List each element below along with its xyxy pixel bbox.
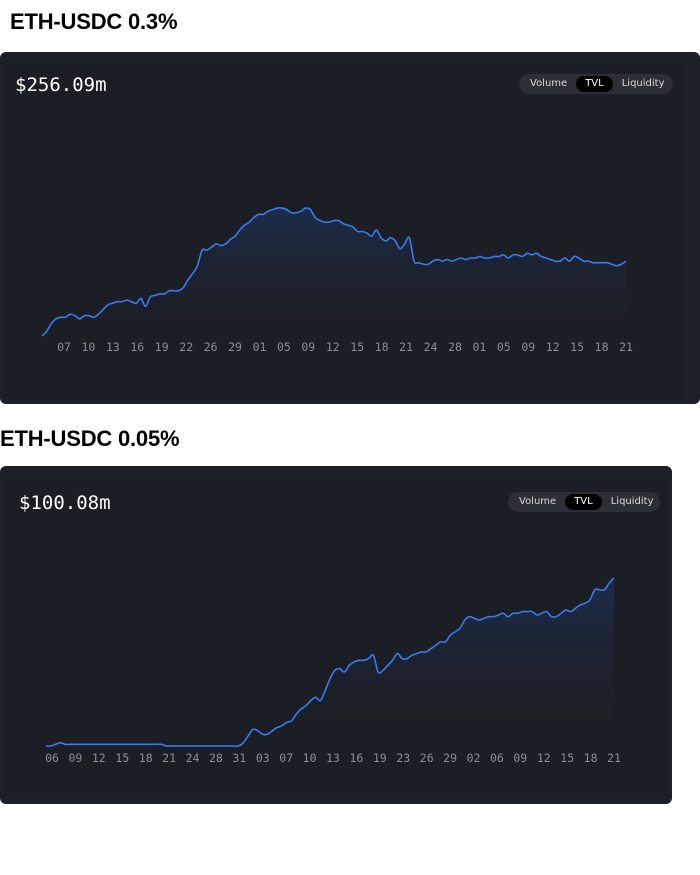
toggle-tvl-1[interactable]: TVL <box>565 494 602 510</box>
tvl-chart-panel-0: $256.09m Volume TVL Liquidity 07 10 13 16 19… <box>0 52 700 404</box>
x-tick-label: 16 <box>130 340 144 354</box>
x-tick-label: 05 <box>277 340 291 354</box>
tvl-series-line <box>41 207 627 337</box>
x-tick-label: 18 <box>595 340 609 354</box>
x-tick-label: 21 <box>162 751 176 765</box>
x-tick-label: 01 <box>472 340 486 354</box>
x-tick-label: 21 <box>619 340 633 354</box>
x-tick-label: 01 <box>253 340 267 354</box>
x-tick-label: 03 <box>256 751 270 765</box>
x-tick-label: 24 <box>186 751 200 765</box>
x-tick-label: 29 <box>228 340 242 354</box>
toggle-volume-1[interactable]: Volume <box>519 496 557 507</box>
tvl-area-fill <box>42 207 626 336</box>
tvl-area-chart-1: 06 09 12 15 18 21 24 28 31 03 07 10 13 16 19 23 26 29 02 06… <box>45 577 621 765</box>
x-tick-label: 06 <box>490 751 504 765</box>
x-tick-label: 12 <box>326 340 340 354</box>
x-tick-label: 18 <box>584 751 598 765</box>
x-tick-label: 16 <box>349 751 363 765</box>
x-tick-label: 07 <box>57 340 71 354</box>
toggle-liquidity-1[interactable]: Liquidity <box>610 496 654 507</box>
x-tick-label: 21 <box>607 751 621 765</box>
x-tick-label: 19 <box>155 340 169 354</box>
x-tick-label: 07 <box>279 751 293 765</box>
x-tick-label: 23 <box>396 751 410 765</box>
x-tick-label: 10 <box>81 340 95 354</box>
tvl-area-fill <box>46 578 614 747</box>
x-tick-label: 26 <box>420 751 434 765</box>
chart-mode-toggle-1: Volume TVL Liquidity <box>508 492 660 512</box>
x-tick-label: 18 <box>139 751 153 765</box>
x-tick-label: 22 <box>179 340 193 354</box>
x-tick-label: 28 <box>209 751 223 765</box>
tvl-value-1: $100.08m <box>19 492 111 514</box>
x-tick-label: 28 <box>448 340 462 354</box>
toggle-liquidity-0[interactable]: Liquidity <box>621 78 665 89</box>
x-tick-label: 05 <box>497 340 511 354</box>
x-tick-label: 06 <box>45 751 59 765</box>
x-tick-label: 31 <box>232 751 246 765</box>
x-tick-label: 09 <box>513 751 527 765</box>
x-tick-label: 18 <box>375 340 389 354</box>
pool-title-1: ETH-USDC 0.05% <box>0 426 180 451</box>
x-tick-label: 19 <box>373 751 387 765</box>
x-tick-label: 15 <box>560 751 574 765</box>
x-tick-label: 21 <box>399 340 413 354</box>
tvl-series-line <box>45 577 615 748</box>
x-tick-label: 24 <box>424 340 438 354</box>
x-tick-label: 26 <box>204 340 218 354</box>
x-tick-label: 02 <box>467 751 481 765</box>
tvl-area-chart-0: 07 10 13 16 19 22 26 29 01 05 09 12 15 18 21 24 28 01 05 09… <box>41 207 633 354</box>
chart-mode-toggle-0: Volume TVL Liquidity <box>519 74 673 94</box>
x-tick-label: 15 <box>570 340 584 354</box>
toggle-tvl-0[interactable]: TVL <box>576 76 613 92</box>
x-tick-label: 12 <box>546 340 560 354</box>
x-tick-label: 12 <box>92 751 106 765</box>
x-tick-label: 09 <box>301 340 315 354</box>
x-tick-label: 12 <box>537 751 551 765</box>
pool-title-0: ETH-USDC 0.3% <box>10 9 178 34</box>
tvl-value-0: $256.09m <box>15 74 107 96</box>
x-tick-label: 29 <box>443 751 457 765</box>
x-tick-label: 10 <box>303 751 317 765</box>
x-tick-label: 15 <box>350 340 364 354</box>
x-tick-label: 09 <box>521 340 535 354</box>
toggle-volume-0[interactable]: Volume <box>530 78 568 89</box>
x-tick-label: 13 <box>106 340 120 354</box>
x-tick-label: 13 <box>326 751 340 765</box>
tvl-chart-panel-1: $100.08m Volume TVL Liquidity 06 09 12 15 18… <box>0 466 672 804</box>
x-tick-label: 09 <box>68 751 82 765</box>
x-tick-label: 15 <box>115 751 129 765</box>
